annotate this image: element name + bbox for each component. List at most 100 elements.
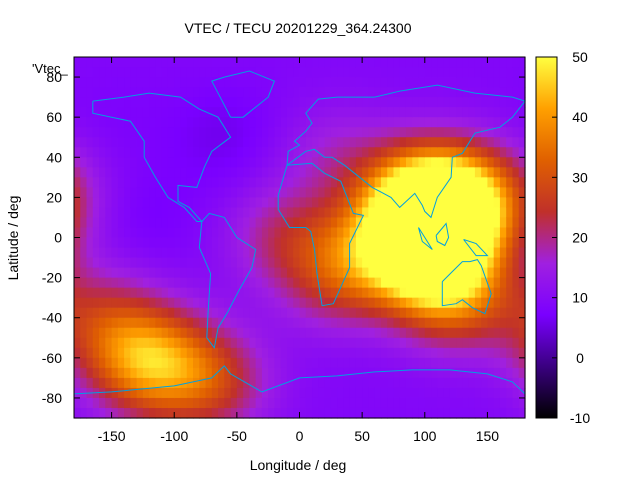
heatmap-cell [230,287,238,299]
heatmap-cell [456,347,463,359]
heatmap-cell [186,347,194,359]
heatmap-cell [337,87,344,98]
heatmap-cell [92,117,100,128]
heatmap-cell [330,247,338,259]
heatmap-cell [337,117,344,128]
heatmap-cell [449,77,457,88]
heatmap-cell [186,357,194,369]
heatmap-cell [299,257,307,269]
heatmap-cell [349,147,357,158]
heatmap-cell [468,197,476,209]
heatmap-cell [236,397,244,409]
heatmap-cell [512,217,520,229]
heatmap-cell [299,57,307,68]
heatmap-cell [130,207,138,219]
heatmap-cell [318,287,326,299]
heatmap-cell [380,227,388,239]
heatmap-cell [493,257,501,269]
heatmap-cell [174,57,182,68]
heatmap-cell [124,257,131,269]
heatmap-cell [424,157,432,168]
heatmap-cell [506,167,514,178]
heatmap-cell [487,157,495,168]
heatmap-cell [493,97,501,108]
heatmap-cell [105,407,113,419]
heatmap-cell [355,347,363,359]
heatmap-cell [167,127,175,138]
heatmap-cell [368,197,376,209]
heatmap-cell [230,257,238,269]
heatmap-cell [487,397,495,409]
heatmap-cell [431,87,438,98]
heatmap-cell [374,197,382,209]
heatmap-cell [456,217,463,229]
heatmap-cell [293,337,301,349]
heatmap-cell [211,227,219,239]
heatmap-cell [193,77,200,88]
heatmap-cell [224,257,232,269]
heatmap-cell [368,247,376,259]
heatmap-cell [86,117,94,128]
heatmap-cell [387,97,395,108]
coastline [435,222,450,247]
heatmap-cell [243,307,250,319]
heatmap-cell [431,97,438,108]
heatmap-cell [324,97,332,108]
heatmap-cell [205,247,213,259]
heatmap-cell [355,247,363,259]
heatmap-cell [117,387,125,399]
heatmap-cell [155,307,163,319]
heatmap-cell [199,147,207,158]
heatmap-cell [462,187,470,198]
heatmap-cell [86,407,94,419]
heatmap-cell [167,397,175,409]
heatmap-cell [449,247,457,259]
heatmap-cell [99,137,106,148]
heatmap-cell [368,387,376,399]
heatmap-cell [161,167,169,178]
colorbar-tick-label: 30 [572,169,588,185]
heatmap-cell [249,297,257,309]
heatmap-cell [468,407,476,419]
heatmap-cell [180,107,188,118]
heatmap-cell [86,147,94,158]
heatmap-cell [167,287,175,299]
heatmap-cell [437,117,445,128]
colorbar-tick-label: 50 [572,49,588,65]
heatmap-cell [249,357,257,369]
heatmap-cell [161,87,169,98]
heatmap-cell [468,387,476,399]
heatmap-cell [337,297,344,309]
heatmap-cell [218,327,225,339]
heatmap-cell [280,57,288,68]
heatmap-cell [99,67,106,78]
heatmap-cell [449,397,457,409]
heatmap-cell [405,237,413,249]
heatmap-cell [349,237,357,249]
heatmap-cell [218,287,225,299]
heatmap-cell [274,307,282,319]
heatmap-cell [512,77,520,88]
heatmap-cell [280,177,288,188]
heatmap-cell [362,407,369,419]
heatmap-cell [481,277,489,289]
heatmap-cell [130,167,138,178]
heatmap-cell [330,327,338,339]
heatmap-cell [186,77,194,88]
heatmap-cell [330,207,338,219]
heatmap-cell [174,137,182,148]
heatmap-cell [337,227,344,239]
heatmap-cell [506,257,514,269]
heatmap-cell [86,237,94,249]
heatmap-cell [211,107,219,118]
heatmap-cell [293,197,301,209]
heatmap-cell [305,107,313,118]
heatmap-cell [337,167,344,178]
heatmap-cell [99,177,106,188]
heatmap-cell [387,307,395,319]
heatmap-cell [462,397,470,409]
heatmap-cell [412,367,420,379]
heatmap-cell [362,317,369,329]
heatmap-cell [280,317,288,329]
